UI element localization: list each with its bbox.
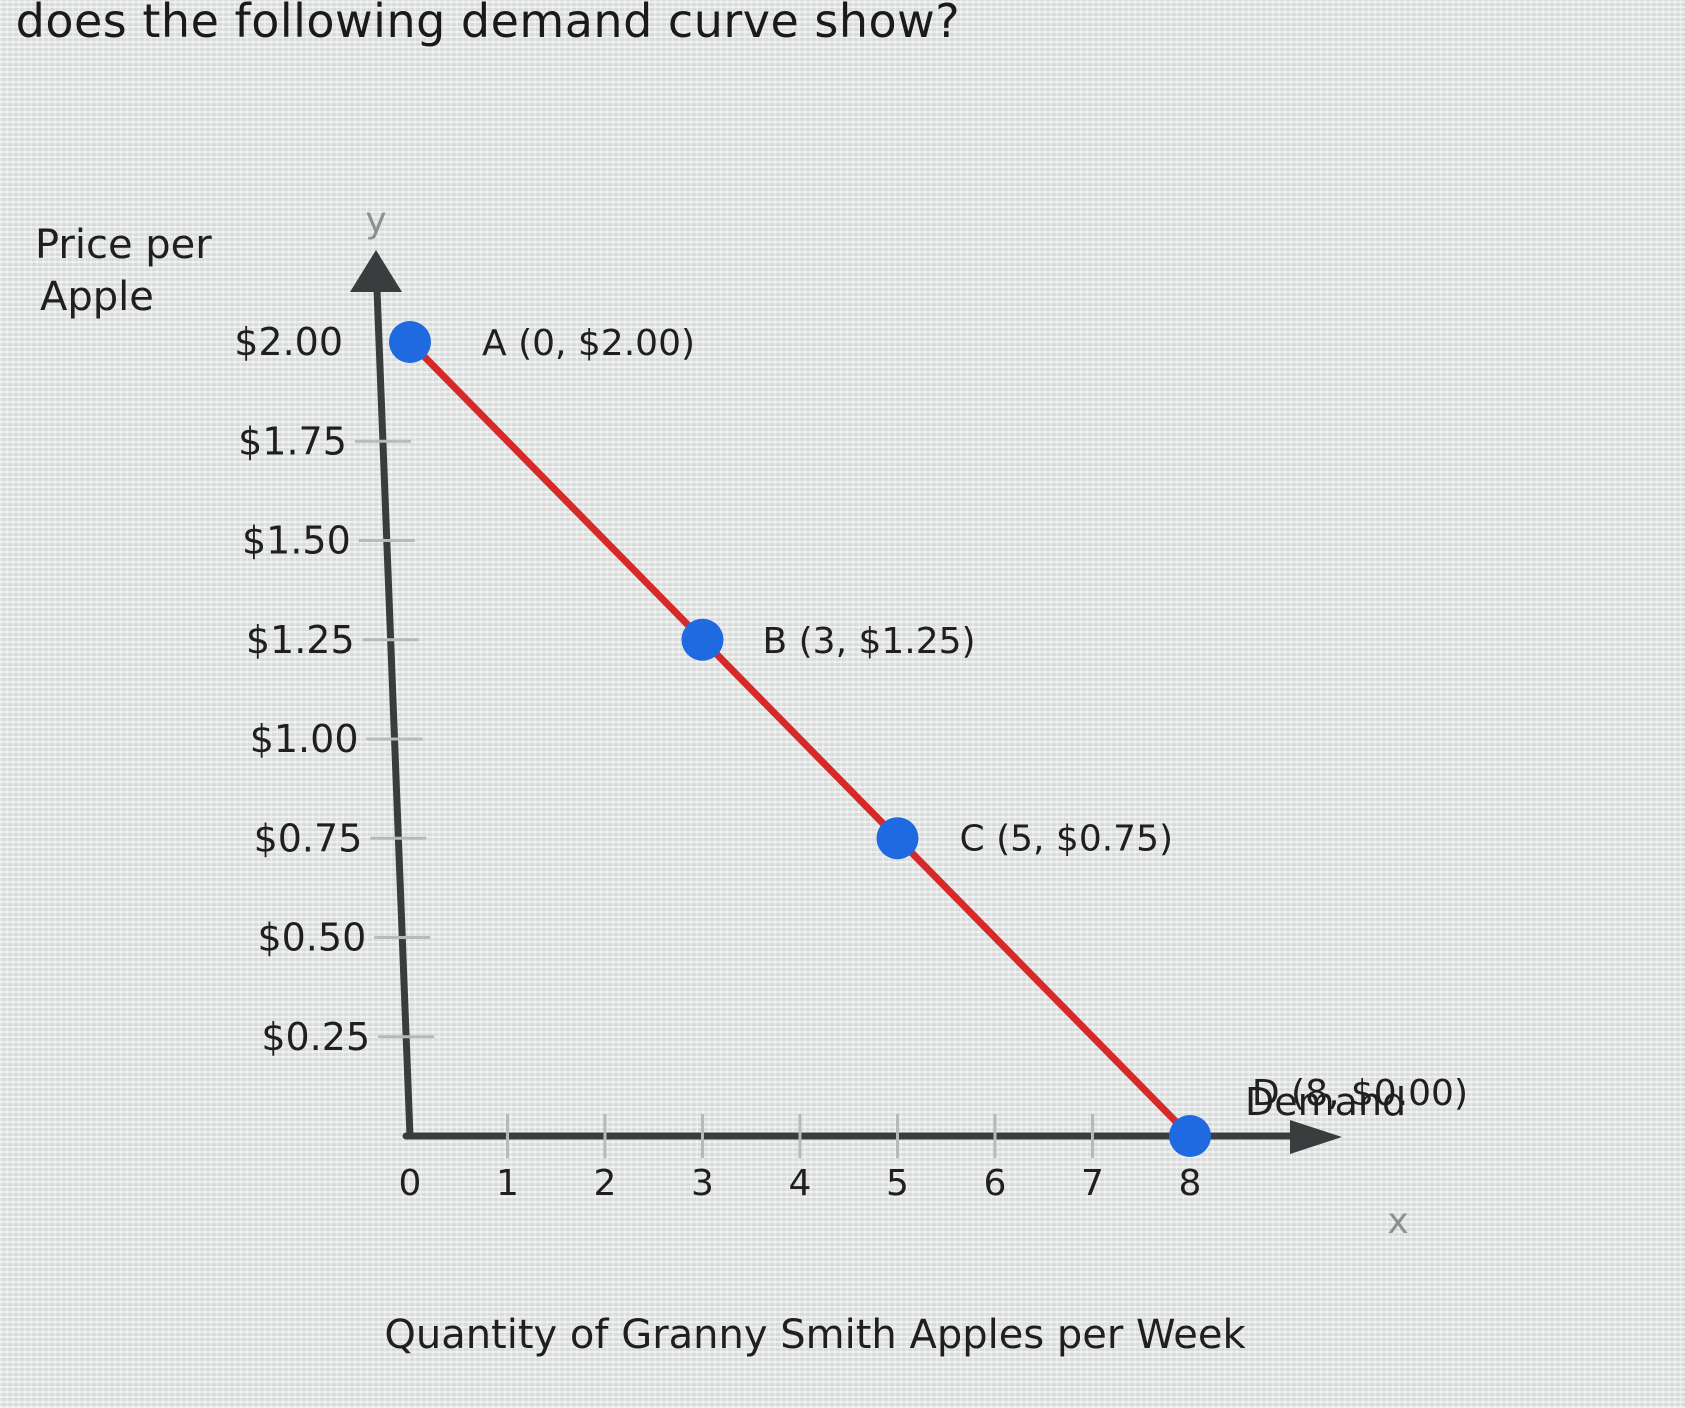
x-axis-title: Quantity of Granny Smith Apples per Week xyxy=(384,1312,1246,1358)
point-label: C (5, $0.75) xyxy=(960,818,1174,859)
x-tick-label: 2 xyxy=(594,1163,617,1204)
point-label: A (0, $2.00) xyxy=(482,323,695,364)
demand-curve-line xyxy=(406,338,1194,1140)
x-tick-label: 1 xyxy=(496,1163,519,1204)
point-label: B (3, $1.25) xyxy=(763,621,976,662)
y-tick-label: $1.00 xyxy=(250,717,359,761)
y-axis-title-line: Price per xyxy=(35,222,212,268)
x-tick-label: 0 xyxy=(399,1163,422,1204)
y-axis-line xyxy=(373,286,414,1140)
point-label: D (8, $0.00) xyxy=(1252,1073,1468,1114)
data-point-marker xyxy=(876,817,919,860)
axes: yx xyxy=(350,200,1409,1242)
y-tick-label: $1.75 xyxy=(238,419,347,463)
data-point-marker xyxy=(389,321,431,363)
x-tick-label: 8 xyxy=(1179,1163,1202,1204)
x-ticks: 0 1 2 3 4 5 6 7 8 Quantity of Granny Smith Apples… xyxy=(384,1114,1246,1358)
y-axis-title: Price per Apple xyxy=(35,222,212,320)
y-axis-var-label: y xyxy=(365,200,386,241)
labels-layer: A (0, $2.00) B (3, $1.25) C (5, $0.75) D (8… xyxy=(482,323,1468,1124)
y-axis-title-line: Apple xyxy=(40,274,154,320)
series-layer xyxy=(389,321,1211,1157)
x-tick-label: 6 xyxy=(984,1163,1007,1204)
y-tick-label: $0.50 xyxy=(257,916,366,960)
data-point-marker xyxy=(681,618,724,661)
x-tick-label: 5 xyxy=(886,1163,909,1204)
data-point-marker xyxy=(1169,1115,1211,1157)
question-text: t does the following demand curve show? xyxy=(0,0,961,48)
x-axis-arrow xyxy=(1290,1120,1342,1154)
series-name-label: Demand xyxy=(1245,1080,1406,1124)
x-tick-label: 7 xyxy=(1081,1163,1104,1204)
y-ticks: $2.00 $1.75 $1.50 $1.25 $1.00 $0.75 $0.50 $0.25 xyxy=(234,320,435,1059)
y-tick-label: $1.50 xyxy=(242,519,351,563)
y-tick-label: $0.75 xyxy=(254,816,363,860)
x-tick-label: 3 xyxy=(691,1163,714,1204)
y-axis-arrow xyxy=(350,250,402,292)
x-tick-label: 4 xyxy=(789,1163,812,1204)
y-tick-label: $0.25 xyxy=(261,1015,370,1059)
y-tick-label: $2.00 xyxy=(234,320,343,364)
x-axis-var-label: x xyxy=(1387,1201,1408,1242)
y-tick-label: $1.25 xyxy=(246,618,355,662)
